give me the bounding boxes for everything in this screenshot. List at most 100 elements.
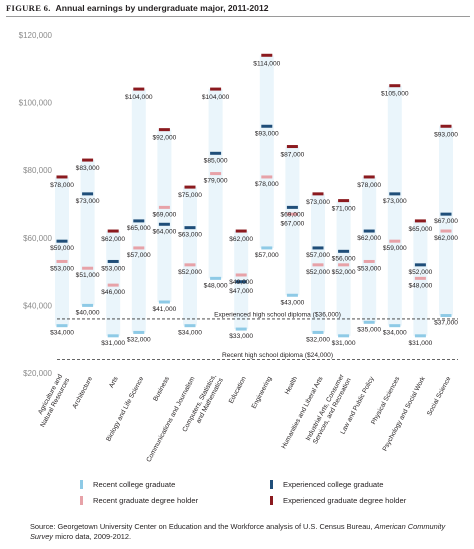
data-marker <box>338 263 350 267</box>
data-marker <box>56 259 68 263</box>
y-tick-label: $100,000 <box>19 99 53 108</box>
data-label: $41,000 <box>152 306 176 313</box>
data-marker <box>389 324 401 328</box>
data-marker <box>56 175 68 179</box>
reference-line-label: Experienced high school diploma ($36,000… <box>214 311 341 318</box>
data-label: $52,000 <box>178 269 202 276</box>
range-column <box>362 176 377 323</box>
legend-swatch <box>270 480 273 489</box>
data-marker <box>184 226 196 230</box>
data-marker <box>312 192 324 196</box>
data-marker <box>184 185 196 189</box>
source-note: Source: Georgetown University Center on … <box>30 522 460 542</box>
range-column <box>234 231 249 330</box>
data-marker <box>56 239 68 243</box>
y-tick-label: $40,000 <box>23 301 52 310</box>
data-label: $46,000 <box>101 289 125 296</box>
data-label: $62,000 <box>434 235 458 242</box>
x-tick-label: Social Science <box>426 375 453 417</box>
range-column <box>208 89 223 279</box>
data-label: $34,000 <box>178 330 202 337</box>
data-marker <box>440 212 452 216</box>
legend-entry: Experienced college graduate <box>270 480 383 489</box>
legend-label: Recent graduate degree holder <box>93 496 199 505</box>
data-marker <box>363 175 375 179</box>
data-marker <box>184 263 196 267</box>
data-label: $78,000 <box>50 182 74 189</box>
data-label: $48,000 <box>204 282 228 289</box>
data-marker <box>261 53 273 57</box>
y-tick-label: $60,000 <box>23 234 52 243</box>
data-marker <box>133 246 145 250</box>
data-label: $34,000 <box>383 330 407 337</box>
data-marker <box>286 293 298 297</box>
reference-line-label: Recent high school diploma ($24,000) <box>222 352 333 359</box>
legend-swatch <box>80 480 83 489</box>
data-label: $51,000 <box>76 272 100 279</box>
x-tick-label: Engineering <box>251 375 274 410</box>
data-label: $52,000 <box>306 269 330 276</box>
data-marker <box>107 229 119 233</box>
data-marker <box>363 320 375 324</box>
data-label: $62,000 <box>357 235 381 242</box>
data-marker <box>389 84 401 88</box>
data-label: $32,000 <box>306 336 330 343</box>
figure-title: FIGURE 6. Annual earnings by undergradua… <box>6 3 269 13</box>
data-marker <box>363 229 375 233</box>
data-label: $47,000 <box>229 288 253 295</box>
range-column <box>336 200 351 336</box>
x-tick-label: Arts <box>108 375 120 389</box>
data-label: $87,000 <box>280 152 304 159</box>
y-tick-label: $20,000 <box>23 369 52 378</box>
data-label: $104,000 <box>125 94 153 101</box>
data-label: $34,000 <box>50 330 74 337</box>
source-italic: American Community Survey <box>30 522 446 541</box>
range-column <box>106 231 121 336</box>
data-marker <box>261 246 273 250</box>
data-marker <box>107 283 119 287</box>
range-column <box>285 146 300 296</box>
data-label: $71,000 <box>332 206 356 213</box>
data-label: $31,000 <box>101 340 125 347</box>
data-label: $31,000 <box>332 340 356 347</box>
data-label: $65,000 <box>408 226 432 233</box>
data-marker <box>389 192 401 196</box>
data-label: $32,000 <box>127 336 151 343</box>
data-label: $40,000 <box>76 309 100 316</box>
data-marker <box>107 259 119 263</box>
data-label: $57,000 <box>127 252 151 259</box>
data-label: $64,000 <box>152 228 176 235</box>
data-marker <box>158 205 170 209</box>
data-label: $73,000 <box>306 199 330 206</box>
data-marker <box>107 334 119 338</box>
data-label: $33,000 <box>229 333 253 340</box>
x-tick-label: Physical Sciences <box>370 375 401 426</box>
data-marker <box>158 300 170 304</box>
legend-entry: Experienced graduate degree holder <box>270 496 406 505</box>
data-label: $59,000 <box>383 245 407 252</box>
x-tick-label: Health <box>284 375 299 395</box>
data-marker <box>312 246 324 250</box>
source-suffix: micro data, 2009-2012. <box>53 532 132 541</box>
data-label: $92,000 <box>152 135 176 142</box>
legend-swatch <box>80 496 83 505</box>
figure-title-text: Annual earnings by undergraduate major, … <box>55 3 269 13</box>
data-label: $65,000 <box>127 225 151 232</box>
data-marker <box>184 324 196 328</box>
data-label: $31,000 <box>408 340 432 347</box>
data-marker <box>158 128 170 132</box>
data-label: $93,000 <box>255 130 279 137</box>
data-label: $56,000 <box>332 255 356 262</box>
data-label: $49,000 <box>229 279 253 286</box>
data-label: $67,000 <box>434 218 458 225</box>
data-marker <box>235 273 247 277</box>
data-marker <box>210 172 222 176</box>
data-marker <box>133 87 145 91</box>
legend-label: Experienced college graduate <box>283 480 384 489</box>
data-label: $52,000 <box>332 269 356 276</box>
data-marker <box>440 229 452 233</box>
data-marker <box>261 124 273 128</box>
range-column <box>387 85 402 326</box>
data-marker <box>338 199 350 203</box>
data-label: $43,000 <box>280 299 304 306</box>
